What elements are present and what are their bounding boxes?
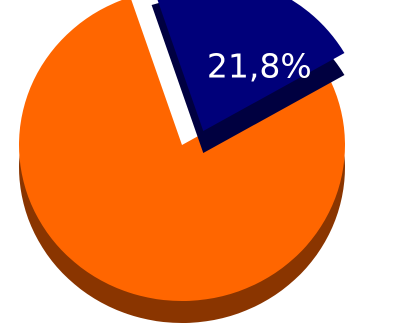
pie-slice-label-1: 21,8% [207,46,312,85]
pie-slice-1 [157,0,345,131]
pie-slice-0 [19,0,345,301]
